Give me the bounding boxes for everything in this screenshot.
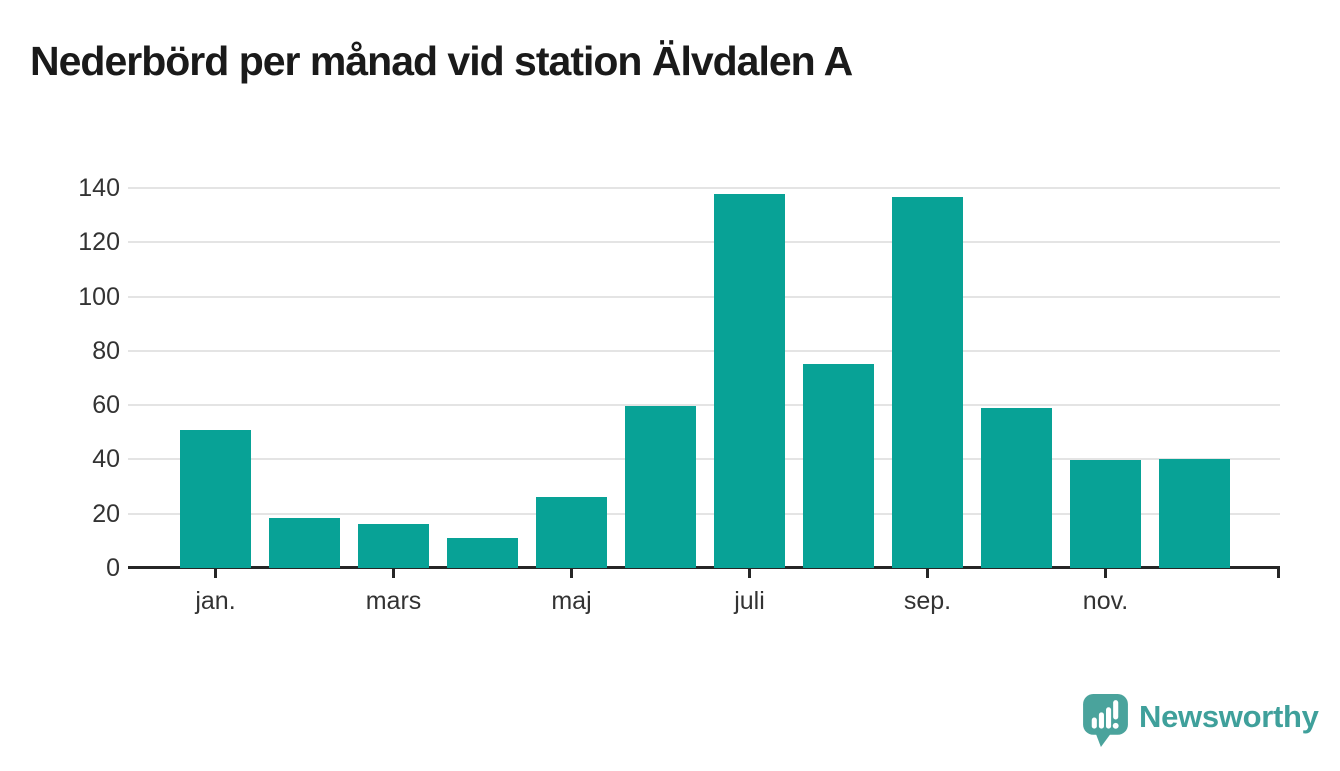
x-tick-label-nov.: nov. <box>1082 587 1129 615</box>
x-axis-end-tick <box>1277 568 1280 578</box>
y-tick-label-100: 100 <box>78 282 120 311</box>
gridline-y-100 <box>128 295 1280 298</box>
bar-nov. <box>1070 459 1141 568</box>
chart-title: Nederbörd per månad vid station Älvdalen… <box>30 38 853 84</box>
gridline-y-40 <box>128 458 1280 461</box>
gridline-y-80 <box>128 349 1280 352</box>
x-tick-label-jan.: jan. <box>195 587 236 615</box>
newsworthy-logo-text: Newsworthy <box>1139 699 1319 734</box>
gridline-y-20 <box>128 512 1280 515</box>
x-tick-label-mars: mars <box>365 587 422 615</box>
x-tick-label-sep.: sep. <box>903 587 952 615</box>
x-axis-tick-jan. <box>214 568 217 578</box>
y-tick-label-0: 0 <box>106 554 120 582</box>
y-tick-label-60: 60 <box>92 391 120 420</box>
bar-mars <box>358 524 429 568</box>
bar-dec. <box>1159 458 1230 568</box>
newsworthy-logo: Newsworthy <box>1083 692 1319 748</box>
bar-jan. <box>180 430 251 568</box>
bar-juli <box>714 194 785 568</box>
newsworthy-logo-icon <box>1083 693 1128 747</box>
bar-maj <box>536 496 607 568</box>
y-tick-label-20: 20 <box>92 499 120 528</box>
x-tick-label-maj: maj <box>551 587 592 615</box>
gridline-y-120 <box>128 241 1280 244</box>
x-tick-label-juli: juli <box>734 587 765 615</box>
x-axis-labels: jan. mars maj juli sep. nov. <box>128 578 1280 620</box>
bar-april <box>447 537 518 568</box>
x-axis-tick-sep. <box>926 568 929 578</box>
gridline-y-60 <box>128 404 1280 407</box>
y-tick-label-140: 140 <box>78 174 120 202</box>
bar-aug. <box>803 363 874 568</box>
x-axis-tick-nov. <box>1104 568 1107 578</box>
y-tick-label-120: 120 <box>78 228 120 257</box>
x-axis-line <box>128 566 1280 569</box>
gridline-y-140 <box>128 187 1280 189</box>
bar-feb. <box>269 518 340 568</box>
bar-juni <box>625 405 696 568</box>
x-axis-tick-maj <box>570 568 573 578</box>
y-tick-label-80: 80 <box>92 336 120 365</box>
bar-sep. <box>892 196 963 568</box>
y-axis-labels: 0 20 40 60 80 100 120 140 <box>0 174 120 582</box>
x-axis-tick-juli <box>748 568 751 578</box>
bar-okt. <box>981 408 1052 568</box>
plot-area <box>128 187 1280 578</box>
y-tick-label-40: 40 <box>92 445 120 474</box>
x-axis-tick-mars <box>392 568 395 578</box>
